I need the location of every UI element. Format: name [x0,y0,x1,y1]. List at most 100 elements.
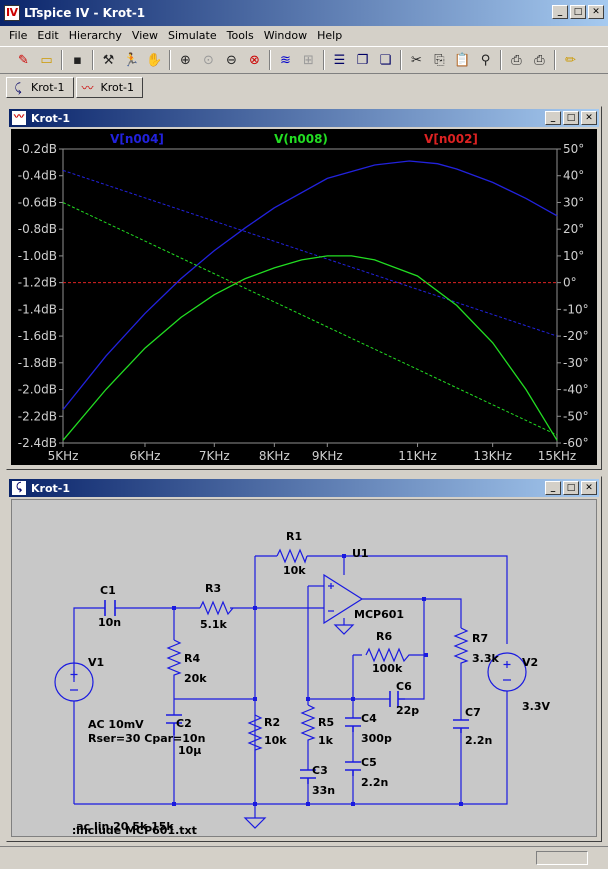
schematic-canvas[interactable]: R1 10k C1 10n R3 5.1k U1 MCP601 R6 100k … [11,499,597,837]
y-left-tick-label: -0.2dB [18,142,57,156]
tab-schematic[interactable]: ⤹ Krot-1 [6,77,74,98]
y-right-tick-label: 50° [563,142,584,156]
directive-ac[interactable]: .ac lin 20 5k 15k [72,820,174,833]
x-tick-label: 6KHz [130,449,161,463]
zoom-cancel-icon[interactable]: ⊗ [249,52,260,68]
save-icon[interactable]: ▪ [73,52,82,68]
y-left-tick-label: -1.4dB [18,302,57,316]
y-right-tick-label: -20° [563,329,589,343]
tile-vertical-icon[interactable]: ❏ [379,52,392,68]
menu-view[interactable]: View [131,29,159,42]
minimize-button[interactable]: _ [545,481,561,495]
print-setup-icon[interactable]: ⎙ [511,52,522,68]
menu-tools[interactable]: Tools [226,29,254,42]
app-title: LTspice IV - Krot-1 [24,6,146,20]
y-right-tick-label: -30° [563,356,589,370]
y-left-tick-label: -2.0dB [18,383,57,397]
schematic-window-title: Krot-1 [31,481,70,495]
control-panel-icon[interactable]: ⚒ [102,52,115,68]
maximize-button[interactable]: □ [563,111,579,125]
zoom-pan-icon[interactable]: ⊙ [203,52,214,68]
x-tick-label: 5KHz [48,449,79,463]
new-schematic-icon[interactable]: ✎ [18,52,29,68]
label-C7: C7 [465,706,481,719]
y-right-tick-label: -60° [563,436,589,450]
label-C2: C2 [176,717,192,730]
autoscale-icon[interactable]: ≋ [280,52,291,68]
document-tabs: ⤹ Krot-1 〰 Krot-1 [0,77,608,99]
value-C4: 300p [361,732,392,745]
schematic-icon: ⤹ [14,80,22,95]
label-C3: C3 [312,764,328,777]
toolbar-separator [61,50,63,70]
resistor-R4 [166,639,182,685]
resistor-R1 [276,548,308,564]
opamp-U1 [323,573,364,625]
x-tick-label: 8KHz [259,449,290,463]
capacitor-C2 [166,714,182,735]
open-icon[interactable]: ▭ [40,52,53,68]
fft-icon[interactable]: ⊞ [303,52,314,68]
ltspice-logo-icon: Ⅳ [4,5,20,21]
menu-window[interactable]: Window [263,29,308,42]
value-U1: MCP601 [354,608,404,621]
y-left-tick-label: -1.2dB [18,276,57,290]
close-button[interactable]: ✕ [581,481,597,495]
y-right-tick-label: 10° [563,249,584,263]
series-magnitude-line [62,255,558,441]
waveform-icon: 〰 [81,80,94,95]
y-left-tick-label: -0.4dB [18,169,57,183]
find-icon[interactable]: ⚲ [480,52,491,68]
component-labels: R1 10k C1 10n R3 5.1k U1 MCP601 R6 100k … [72,530,550,837]
y-right-tick-label: -10° [563,302,589,316]
minimize-button[interactable]: _ [552,5,568,19]
bode-plot[interactable]: -0.2dB -0.4dB -0.6dB -0.8dB -1.0dB -1.2dB -1.4… [11,129,597,465]
value-R3: 5.1k [200,618,227,631]
menu-hierarchy[interactable]: Hierarchy [68,29,122,42]
schematic-drawing[interactable]: R1 10k C1 10n R3 5.1k U1 MCP601 R6 100k … [12,500,598,838]
capacitor-C4 [345,717,361,732]
cascade-icon[interactable]: ❐ [356,52,369,68]
menu-simulate[interactable]: Simulate [168,29,217,42]
value-C3: 33n [312,784,335,797]
menu-file[interactable]: File [9,29,28,42]
waveform-window-titlebar: 〰 Krot-1 _ □ ✕ [9,109,599,127]
close-button[interactable]: ✕ [581,111,597,125]
source-V1 [54,662,94,702]
maximize-button[interactable]: □ [563,481,579,495]
close-button[interactable]: ✕ [588,5,604,19]
print-icon[interactable]: ⎙ [534,52,545,68]
halt-icon[interactable]: ✋ [146,52,163,68]
plot-pane[interactable]: -0.2dB -0.4dB -0.6dB -0.8dB -1.0dB -1.2dB -1.4… [11,129,597,465]
directive-include: .include MCP601.txt [72,824,197,837]
y-right-tick-label: 40° [563,169,584,183]
maximize-button[interactable]: □ [570,5,586,19]
tile-horizontal-icon[interactable]: ☰ [333,52,346,68]
zoom-in-icon[interactable]: ⊕ [180,52,191,68]
minimize-button[interactable]: _ [545,111,561,125]
label-R5: R5 [318,716,334,729]
resistor-R7 [453,627,469,670]
copy-icon[interactable]: ⎘ [434,52,445,68]
y-right-tick-label: -50° [563,409,589,423]
run-icon[interactable]: 🏃 [123,52,140,68]
menu-edit[interactable]: Edit [37,29,59,42]
menu-help[interactable]: Help [317,29,343,42]
value-R6: 100k [372,662,403,675]
draw-wire-icon[interactable]: ✏ [565,52,576,68]
label-V2: V2 [522,656,538,669]
plot-frame [62,148,558,444]
tab-waveform[interactable]: 〰 Krot-1 [75,77,144,98]
menu-bar: File Edit Hierarchy View Simulate Tools … [0,26,608,45]
waveform-window-title: Krot-1 [31,111,70,125]
value-R7: 3.3k [472,652,499,665]
y-right-tick-label: 0° [563,276,577,290]
source-param-rser: Rser=30 Cpar=10n [88,732,205,745]
label-C1: C1 [100,584,116,597]
x-tick-label: 11KHz [398,449,436,463]
cut-icon[interactable]: ✂ [411,52,422,68]
paste-icon[interactable]: 📋 [454,52,471,68]
source-param-ac: AC 10mV [88,718,144,731]
zoom-out-icon[interactable]: ⊖ [226,52,237,68]
